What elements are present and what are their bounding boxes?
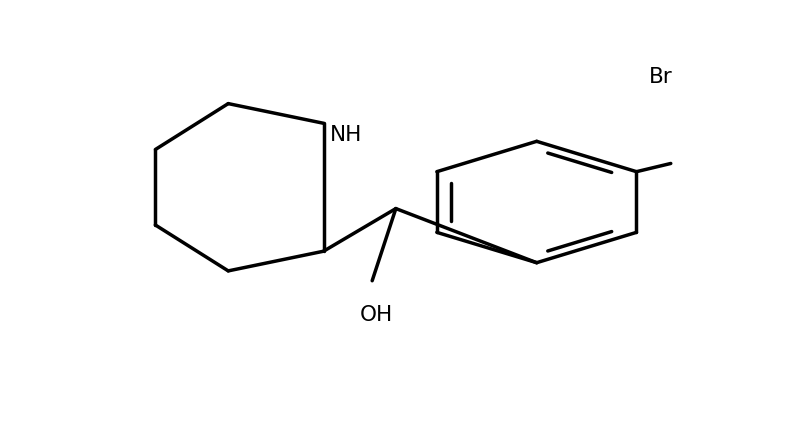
Text: OH: OH bbox=[360, 305, 393, 325]
Text: Br: Br bbox=[648, 67, 672, 87]
Text: NH: NH bbox=[329, 125, 361, 145]
